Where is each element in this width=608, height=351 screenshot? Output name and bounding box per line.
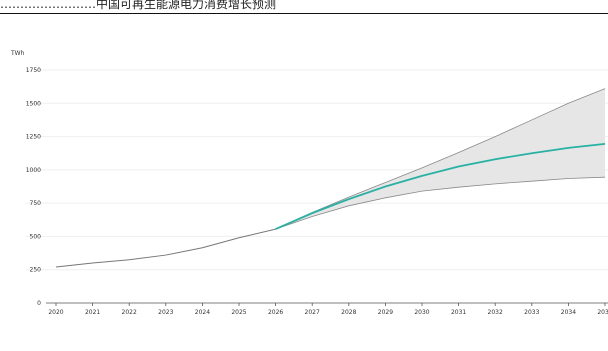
y-tick-label-750: 750 <box>30 200 42 207</box>
x-tick-label-2023: 2023 <box>158 309 173 316</box>
x-tick-label-2021: 2021 <box>85 309 100 316</box>
band-area <box>275 88 605 230</box>
x-tick-label-2026: 2026 <box>268 309 283 316</box>
y-tick-label-500: 500 <box>30 233 42 240</box>
lower-bound-line <box>275 176 606 230</box>
unit-label: TWh <box>10 50 25 57</box>
x-axis-labels: 2020 2021 2022 2023 2024 2025 2026 2027 2028 2029… <box>48 309 608 316</box>
y-tick-label-1000: 1000 <box>26 167 41 174</box>
y-tick-label-250: 250 <box>30 267 42 274</box>
header-divider <box>0 13 608 14</box>
x-tick-label-2034: 2034 <box>561 309 576 316</box>
y-tick-label-1500: 1500 <box>26 100 41 107</box>
uncertainty-band <box>275 88 606 230</box>
x-tick-label-2032: 2032 <box>488 309 503 316</box>
y-tick-label-1250: 1250 <box>26 134 41 141</box>
x-tick-label-2027: 2027 <box>305 309 320 316</box>
historical-line <box>55 228 276 268</box>
x-tick-label-2035: 2035 <box>597 309 608 316</box>
x-tick-label-2024: 2024 <box>195 309 210 316</box>
y-tick-label-1750: 1750 <box>26 67 41 74</box>
series-lines <box>55 142 606 268</box>
header-text: ……………………中国可再生能源电力消费增长预测 <box>0 0 277 11</box>
x-tick-label-2029: 2029 <box>378 309 393 316</box>
x-axis <box>46 302 608 306</box>
x-tick-label-2022: 2022 <box>122 309 137 316</box>
y-tick-label-0: 0 <box>37 300 41 307</box>
x-tick-label-2020: 2020 <box>48 309 63 316</box>
x-tick-label-2031: 2031 <box>451 309 466 316</box>
y-axis-labels: 0 250 500 750 1000 1250 1500 1750 <box>26 67 41 307</box>
x-tick-label-2033: 2033 <box>524 309 539 316</box>
forecast-line <box>275 142 606 230</box>
x-tick-label-2030: 2030 <box>414 309 429 316</box>
upper-bound-line <box>275 88 606 230</box>
x-tick-label-2025: 2025 <box>231 309 246 316</box>
x-tick-label-2028: 2028 <box>341 309 356 316</box>
